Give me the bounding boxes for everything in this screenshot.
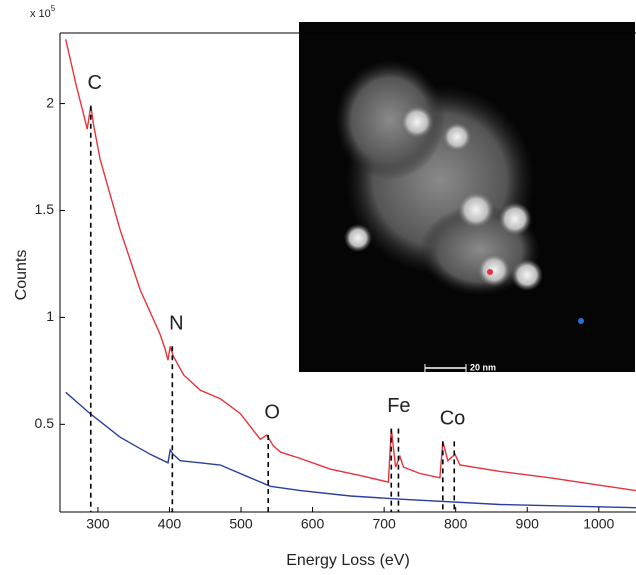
x-tick-label: 700 (372, 516, 396, 532)
y-tick-label: 1.5 (35, 201, 55, 217)
edge-label: O (264, 401, 280, 423)
edge-label: Co (440, 408, 466, 430)
x-axis-label: Energy Loss (eV) (286, 552, 410, 569)
edge-label: N (169, 313, 183, 335)
edge-label: Fe (387, 395, 410, 417)
y-tick-label: 2 (46, 94, 54, 110)
x-tick-label: 300 (86, 516, 110, 532)
x-tick-label: 1000 (583, 516, 614, 532)
y-tick-label: 0.5 (35, 415, 55, 431)
x-tick-label: 500 (229, 516, 253, 532)
y-axis-label: Counts (13, 250, 30, 301)
x-tick-label: 600 (301, 516, 325, 532)
x-tick-label: 900 (516, 516, 540, 532)
spectrum-line (65, 391, 636, 509)
scale-bar-label: 20 nm (470, 362, 496, 372)
spectrum-line (65, 39, 636, 492)
y-multiplier: x 105 (30, 4, 56, 20)
edge-label: C (88, 72, 102, 94)
plot-area (65, 39, 636, 509)
x-tick-label: 400 (158, 516, 182, 532)
inset-image: 20 nm (299, 22, 635, 372)
x-tick-label: 800 (444, 516, 468, 532)
y-tick-label: 1 (46, 308, 54, 324)
